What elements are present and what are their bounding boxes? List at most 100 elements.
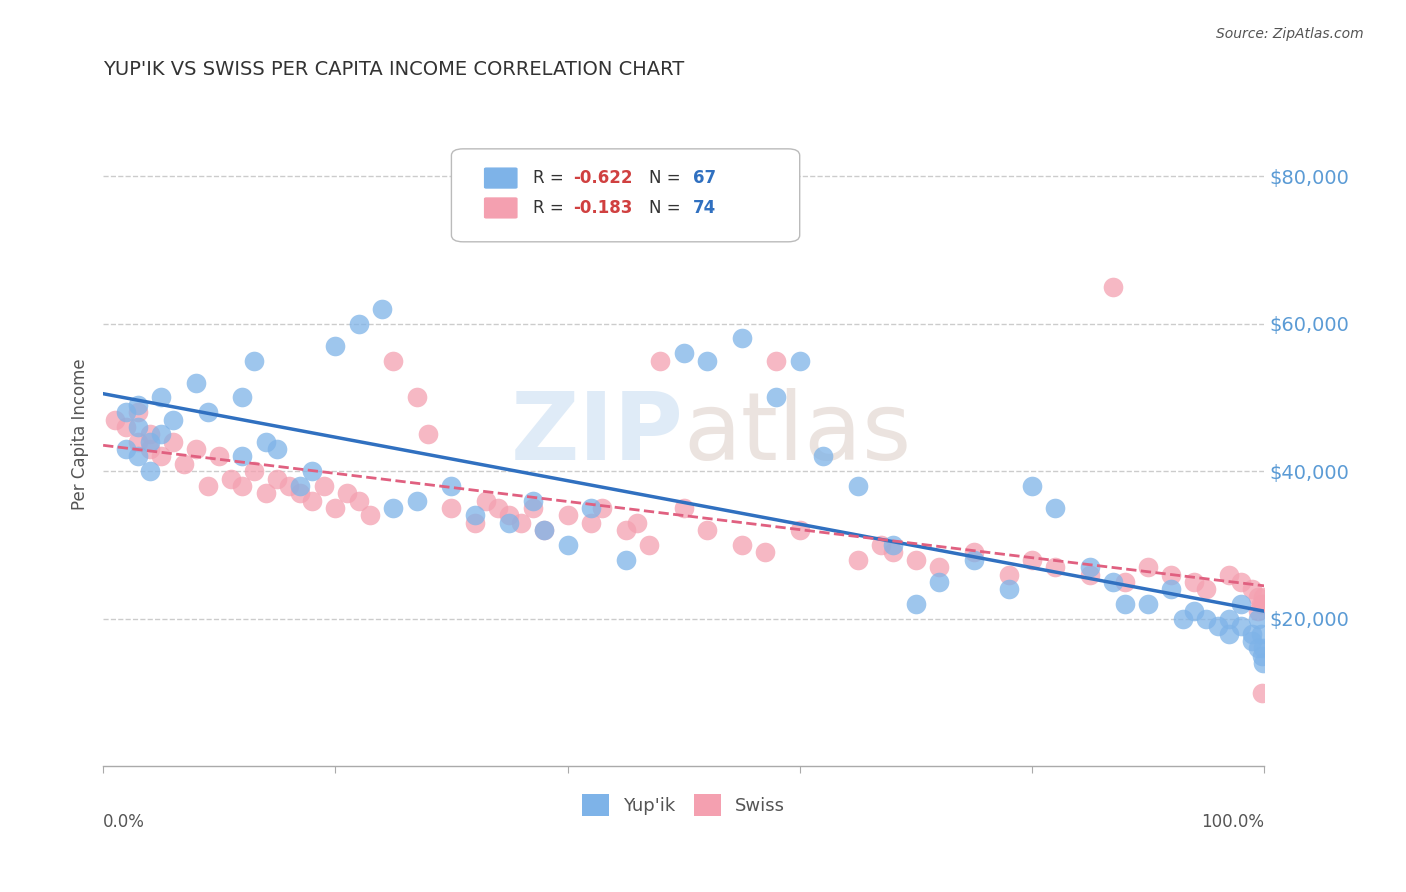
Point bbox=[997, 567, 1019, 582]
Point bbox=[650, 353, 672, 368]
Point bbox=[301, 493, 323, 508]
Point bbox=[882, 545, 904, 559]
Point bbox=[1102, 574, 1125, 589]
Point bbox=[184, 376, 207, 390]
Point bbox=[963, 545, 986, 559]
Point bbox=[557, 538, 579, 552]
Point bbox=[1251, 656, 1274, 670]
Point bbox=[254, 486, 277, 500]
Y-axis label: Per Capita Income: Per Capita Income bbox=[72, 359, 89, 510]
Point bbox=[672, 501, 695, 516]
Point bbox=[418, 427, 440, 442]
Point bbox=[754, 545, 776, 559]
Point bbox=[846, 553, 869, 567]
Point bbox=[1251, 641, 1274, 656]
Point bbox=[730, 538, 752, 552]
FancyBboxPatch shape bbox=[484, 197, 517, 219]
Point bbox=[997, 582, 1019, 597]
Point bbox=[371, 301, 394, 316]
Point bbox=[382, 353, 405, 368]
Point bbox=[312, 479, 335, 493]
Point bbox=[290, 486, 312, 500]
Point bbox=[290, 479, 312, 493]
Point bbox=[486, 501, 509, 516]
Point bbox=[1230, 619, 1253, 633]
FancyBboxPatch shape bbox=[484, 168, 517, 189]
Point bbox=[301, 464, 323, 478]
Point bbox=[928, 574, 950, 589]
Point bbox=[138, 427, 160, 442]
Point bbox=[208, 450, 231, 464]
Point bbox=[127, 405, 149, 419]
Point bbox=[1102, 280, 1125, 294]
Point bbox=[1250, 685, 1272, 699]
Point bbox=[1136, 560, 1159, 574]
Point bbox=[197, 405, 219, 419]
Point bbox=[1021, 479, 1043, 493]
Point bbox=[150, 391, 173, 405]
Text: 0.0%: 0.0% bbox=[103, 813, 145, 830]
Text: R =: R = bbox=[533, 199, 568, 217]
Text: -0.622: -0.622 bbox=[574, 169, 633, 187]
Point bbox=[1247, 612, 1270, 626]
Point bbox=[1021, 553, 1043, 567]
Point bbox=[614, 523, 637, 537]
Point bbox=[1043, 501, 1066, 516]
Point bbox=[696, 523, 718, 537]
Point bbox=[231, 479, 253, 493]
Legend: Yup'ik, Swiss: Yup'ik, Swiss bbox=[575, 788, 793, 823]
Point bbox=[1078, 560, 1101, 574]
Point bbox=[846, 479, 869, 493]
Point bbox=[579, 516, 602, 530]
Point bbox=[614, 553, 637, 567]
Point bbox=[323, 339, 346, 353]
Point bbox=[1114, 597, 1136, 611]
Point bbox=[115, 420, 138, 434]
Point bbox=[1206, 619, 1229, 633]
Point bbox=[730, 331, 752, 345]
Point bbox=[1241, 582, 1264, 597]
Point bbox=[904, 597, 927, 611]
Point bbox=[1114, 574, 1136, 589]
Point bbox=[904, 553, 927, 567]
Point bbox=[928, 560, 950, 574]
Point bbox=[533, 523, 555, 537]
Point bbox=[231, 450, 253, 464]
Point bbox=[475, 493, 498, 508]
Point bbox=[138, 464, 160, 478]
Point bbox=[789, 523, 811, 537]
Point bbox=[696, 353, 718, 368]
Point bbox=[347, 317, 370, 331]
FancyBboxPatch shape bbox=[451, 149, 800, 242]
Point bbox=[1251, 590, 1274, 604]
Text: N =: N = bbox=[648, 169, 686, 187]
Point bbox=[243, 464, 266, 478]
Text: R =: R = bbox=[533, 169, 568, 187]
Point bbox=[1184, 604, 1206, 618]
Text: atlas: atlas bbox=[683, 388, 912, 481]
Point bbox=[498, 516, 520, 530]
Point bbox=[1184, 574, 1206, 589]
Point bbox=[115, 442, 138, 456]
Point bbox=[464, 508, 486, 523]
Point bbox=[522, 501, 544, 516]
Point bbox=[1241, 626, 1264, 640]
Point bbox=[672, 346, 695, 360]
Point bbox=[1218, 567, 1240, 582]
Point bbox=[789, 353, 811, 368]
Point bbox=[405, 493, 427, 508]
Point bbox=[579, 501, 602, 516]
Text: 100.0%: 100.0% bbox=[1201, 813, 1264, 830]
Point bbox=[382, 501, 405, 516]
Point bbox=[963, 553, 986, 567]
Point bbox=[173, 457, 195, 471]
Point bbox=[1250, 597, 1272, 611]
Point bbox=[811, 450, 834, 464]
Point bbox=[626, 516, 648, 530]
Point bbox=[254, 434, 277, 449]
Point bbox=[882, 538, 904, 552]
Point bbox=[127, 450, 149, 464]
Point bbox=[127, 434, 149, 449]
Point bbox=[127, 420, 149, 434]
Point bbox=[1160, 567, 1182, 582]
